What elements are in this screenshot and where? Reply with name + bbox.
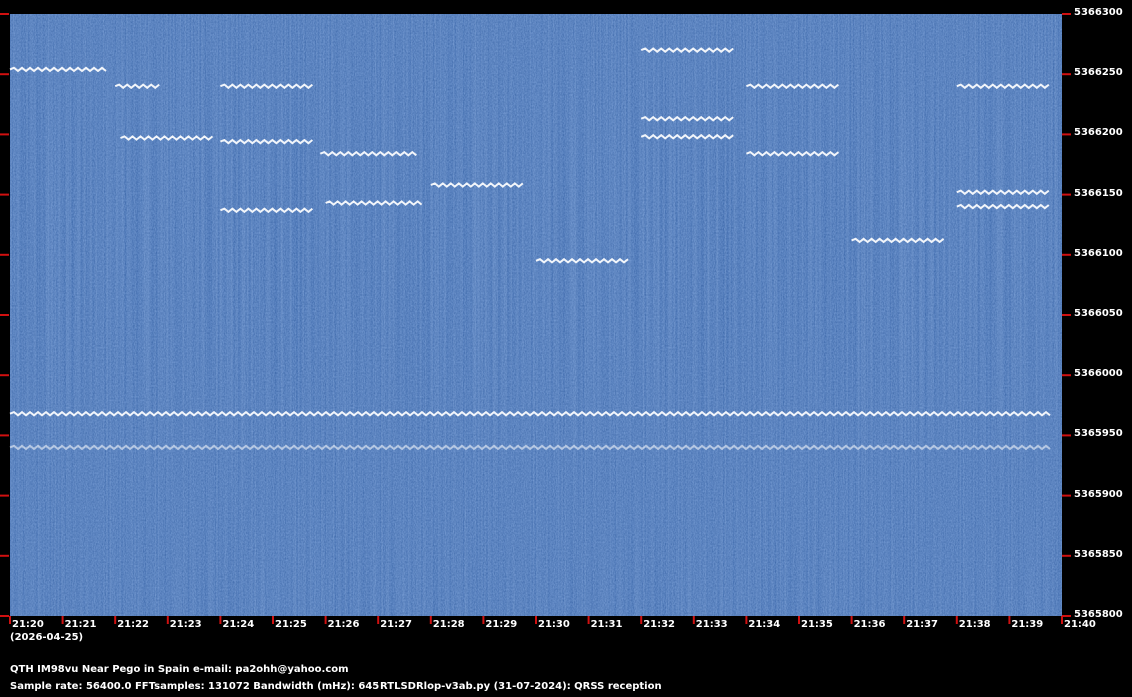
y-tick-label: 5366100 [1074,247,1123,259]
signal-trace [956,83,1050,90]
x-tick-label: 21:29 [485,619,518,630]
x-tick-label: 21:25 [275,619,307,630]
x-tick-label: 21:31 [590,619,623,630]
signal-trace [535,257,629,264]
signal-trace [325,200,423,206]
x-tick-label: 21:23 [169,619,202,630]
x-tick-label: 21:22 [117,619,150,630]
y-tick-label: 5365950 [1074,428,1123,440]
signal-trace [220,207,314,214]
y-tick-label: 5366000 [1074,368,1123,380]
x-tick-label: 21:30 [538,619,570,630]
y-tick-label: 5366200 [1074,127,1123,139]
y-tick-label: 5365850 [1074,548,1123,560]
signal-traces [9,47,1051,451]
y-tick-label: 5366300 [1074,7,1123,18]
x-tick-label: 21:28 [432,619,465,630]
y-tick-label: 5366150 [1074,187,1123,199]
signal-trace [9,444,1051,451]
signal-trace [746,83,840,90]
signal-trace [9,66,107,73]
sample-params: Sample rate: 56400.0 FFTsamples: 131072 … [10,681,380,692]
signal-trace [956,203,1050,210]
signal-trace [220,138,314,145]
x-tick-label: 21:39 [1011,619,1044,630]
x-tick-label: 21:34 [748,619,781,630]
x-tick-label: 21:36 [853,619,886,630]
signal-trace [430,182,524,188]
x-tick-label: 21:40 [1064,619,1096,630]
date-label: (2026-04-25) [10,632,84,643]
signal-trace [319,150,417,157]
axis-ticks [0,13,1071,624]
x-tick-label: 21:35 [801,619,833,630]
y-tick-label: 5365900 [1074,488,1123,500]
signal-trace [120,135,214,141]
signal-trace [220,83,314,90]
x-tick-label: 21:27 [380,619,413,630]
x-tick-label: 21:24 [222,619,255,630]
y-tick-label: 5365800 [1074,609,1123,620]
signal-trace [640,47,734,53]
signal-trace [9,410,1051,417]
signal-trace [746,150,840,157]
x-tick-label: 21:26 [327,619,360,630]
x-tick-label: 21:32 [643,619,676,630]
x-tick-label: 21:38 [958,619,991,630]
signal-trace [851,237,945,244]
y-tick-label: 5366050 [1074,308,1123,319]
x-tick-label: 21:20 [12,619,44,630]
software-info: RTLSDRlop-v3ab.py (31-07-2024): QRSS rec… [380,681,662,692]
signal-trace [956,189,1050,196]
signal-trace [640,115,734,122]
plot-area [10,14,1062,616]
qth-info: QTH IM98vu Near Pego in Spain e-mail: pa… [10,664,349,675]
x-tick-label: 21:37 [906,619,939,630]
signal-trace [114,83,160,90]
x-tick-label: 21:21 [64,619,97,630]
plot-streaks [10,14,1062,616]
y-tick-label: 5366250 [1074,67,1123,79]
signal-trace [640,133,734,140]
x-tick-label: 21:33 [695,619,728,630]
